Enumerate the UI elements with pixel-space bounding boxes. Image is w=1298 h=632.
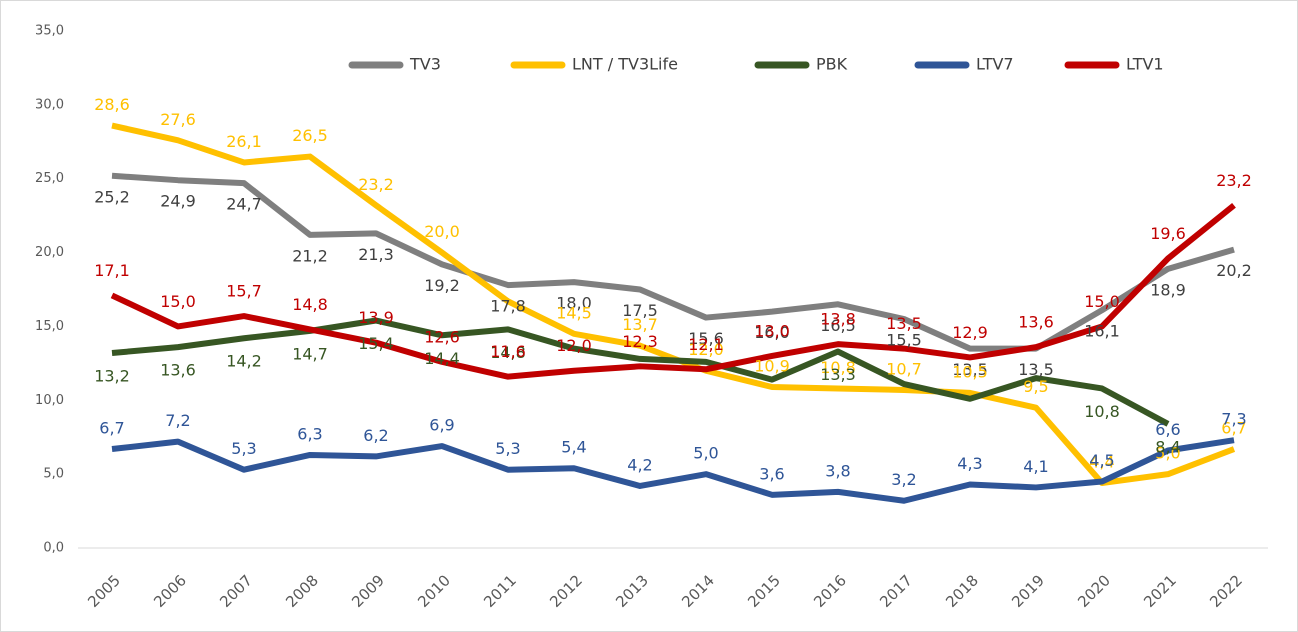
data-label: 15,4 [358,334,394,353]
data-label: 13,6 [1018,313,1054,332]
data-label: 5,4 [561,438,586,457]
data-label: 12,6 [424,327,460,346]
data-label: 17,8 [490,297,526,316]
data-label: 13,8 [820,310,856,329]
data-label: 4,5 [1089,451,1114,470]
data-label: 21,2 [292,246,328,265]
data-label: 14,2 [226,352,262,371]
data-label: 13,0 [754,321,790,340]
data-label: 4,3 [957,454,982,473]
y-tick-label: 35,0 [35,24,64,39]
data-label: 6,6 [1155,420,1180,439]
data-label: 5,3 [231,439,256,458]
data-label: 14,5 [556,303,592,322]
legend-label: LNT / TV3Life [572,55,678,74]
data-label: 6,7 [99,419,124,438]
y-tick-label: 5,0 [43,467,64,482]
data-label: 13,7 [622,315,658,334]
data-label: 13,6 [160,361,196,380]
data-label: 23,2 [1216,171,1252,190]
data-label: 16,0 [754,323,790,342]
legend-label: LTV1 [1126,55,1164,74]
series-line [111,317,1170,427]
data-label: 17,5 [622,301,658,320]
data-label: 3,8 [825,461,850,480]
data-label: 25,2 [94,187,130,206]
data-label: 21,3 [358,245,394,264]
data-label: 14,8 [490,343,526,362]
data-label: 18,0 [556,294,592,313]
data-label: 13,5 [886,314,922,333]
data-label: 10,8 [820,358,856,377]
legend-label: LTV7 [976,55,1014,74]
y-tick-label: 30,0 [35,97,64,112]
data-label: 13,5 [952,360,988,379]
y-tick-label: 10,0 [35,393,64,408]
data-label: 12,9 [952,323,988,342]
y-tick-label: 20,0 [35,245,64,260]
data-label: 4,1 [1023,457,1048,476]
series-line [111,437,1235,504]
data-label: 13,2 [94,367,130,386]
data-label: 14,4 [424,349,460,368]
data-label: 3,2 [891,470,916,489]
data-label: 16,5 [820,316,856,335]
data-label: 24,7 [226,195,262,214]
data-label: 12,0 [688,340,724,359]
data-label: 19,6 [1150,224,1186,243]
data-label: 18,9 [1150,280,1186,299]
data-label: 8,4 [1155,437,1180,456]
data-label: 10,8 [1084,402,1120,421]
legend-label: PBK [816,55,848,74]
data-label: 15,5 [886,331,922,350]
data-label: 10,9 [754,356,790,375]
data-label: 14,8 [292,295,328,314]
data-label: 27,6 [160,110,196,129]
data-label: 4,2 [627,455,652,474]
data-label: 24,9 [160,192,196,211]
data-label: 26,1 [226,132,262,151]
data-label: 11,6 [490,342,526,361]
data-label: 20,2 [1216,261,1252,280]
data-label: 15,0 [160,292,196,311]
data-label: 13,3 [820,365,856,384]
data-label: 5,0 [693,444,718,463]
data-label: 15,6 [688,329,724,348]
data-label: 10,5 [952,362,988,381]
data-label: 6,9 [429,416,454,435]
data-label: 3,6 [759,464,784,483]
data-label: 16,1 [1084,322,1120,341]
data-label: 7,2 [165,411,190,430]
data-label: 6,2 [363,426,388,445]
data-label: 12,3 [622,332,658,351]
data-label: 9,5 [1023,377,1048,396]
legend-label: TV3 [409,55,441,74]
data-label: 23,2 [358,175,394,194]
data-label: 13,9 [358,308,394,327]
data-label: 14,7 [292,344,328,363]
data-label: 7,3 [1221,410,1246,429]
y-tick-label: 0,0 [43,541,64,556]
data-label: 26,5 [292,126,328,145]
data-label: 10,7 [886,359,922,378]
data-label: 15,7 [226,282,262,301]
data-label: 12,0 [556,336,592,355]
data-label: 12,1 [688,335,724,354]
data-label: 28,6 [94,95,130,114]
data-label: 6,3 [297,424,322,443]
data-label: 19,2 [424,276,460,295]
data-label: 4,4 [1089,453,1114,472]
data-label: 5,0 [1155,444,1180,463]
data-label: 6,7 [1221,419,1246,438]
y-tick-label: 25,0 [35,171,64,186]
data-label: 15,0 [1084,292,1120,311]
data-label: 5,3 [495,439,520,458]
data-label: 17,1 [94,261,130,280]
series-line [110,202,1236,380]
y-tick-label: 15,0 [35,319,64,334]
data-label: 13,5 [1018,360,1054,379]
data-label: 20,0 [424,222,460,241]
